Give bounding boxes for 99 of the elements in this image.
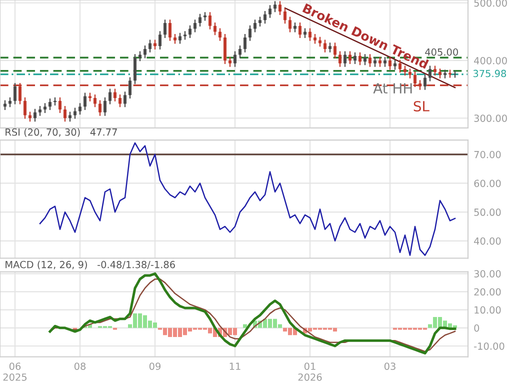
x-tick-label: 11 — [230, 362, 240, 370]
candlestick — [34, 108, 36, 122]
candlestick — [374, 56, 376, 68]
y-tick-label: 20.00 — [474, 288, 501, 296]
candlestick — [4, 100, 6, 111]
annotation: SL — [414, 100, 430, 112]
candlestick — [134, 54, 136, 85]
y-tick-label: 40.00 — [474, 237, 501, 245]
candlestick — [224, 33, 226, 65]
candlestick — [14, 82, 16, 105]
candlestick — [288, 16, 292, 33]
candlestick — [98, 100, 102, 116]
candlestick — [344, 50, 346, 68]
candlestick — [164, 19, 166, 39]
candlestick — [24, 96, 26, 120]
candlestick — [108, 88, 112, 105]
candlestick — [384, 56, 386, 68]
x-tick-label: 08 — [74, 362, 86, 370]
candlestick — [338, 50, 342, 68]
candlestick — [104, 96, 106, 116]
candlestick — [264, 10, 266, 24]
y-tick-label: 10.00 — [474, 306, 501, 314]
y-tick-label: 30.00 — [474, 270, 501, 278]
y-tick-label: 400.00 — [474, 56, 507, 64]
candlestick — [328, 42, 332, 53]
candlestick — [194, 19, 196, 33]
candlestick — [158, 30, 162, 50]
candlestick — [28, 111, 32, 122]
candlestick — [214, 22, 216, 36]
candlestick — [94, 94, 96, 108]
candlestick — [58, 96, 62, 114]
bar — [243, 324, 247, 328]
y-tick-label: -10.00 — [474, 342, 504, 350]
candlestick — [174, 33, 176, 44]
candlestick — [268, 4, 272, 18]
candlestick — [388, 56, 392, 70]
candlestick — [284, 8, 286, 24]
y-tick-label: 50.00 — [474, 208, 501, 216]
candlestick — [144, 44, 146, 59]
candlestick — [218, 28, 222, 42]
candlestick — [348, 50, 352, 65]
x-tick-label: 06 2025 — [3, 362, 27, 381]
y-tick-label: 70.00 — [474, 150, 501, 158]
candlestick — [48, 98, 52, 111]
candlestick — [364, 54, 366, 66]
y-tick-label: 60.00 — [474, 180, 501, 188]
candlestick — [208, 12, 212, 30]
candlestick — [78, 102, 82, 116]
chart-title: RSI (20, 70, 30) 47.77 — [6, 128, 117, 137]
candlestick — [148, 39, 152, 53]
candlestick — [74, 107, 76, 120]
candlestick — [258, 16, 262, 28]
candlestick — [68, 111, 72, 122]
candlestick — [334, 42, 336, 59]
candlestick — [154, 39, 156, 50]
x-tick-label: 09 — [149, 362, 160, 370]
candlestick — [324, 39, 326, 53]
candlestick — [114, 88, 116, 102]
y-tick-label: 0 — [474, 324, 480, 332]
candlestick — [298, 22, 302, 39]
candlestick — [254, 19, 256, 33]
candlestick — [358, 52, 362, 66]
candlestick — [64, 105, 66, 122]
candlestick — [274, 0, 276, 13]
candlestick — [228, 56, 232, 68]
candlestick — [294, 22, 296, 33]
annotation: At HH — [373, 83, 412, 94]
chart-title: MACD (12, 26, 9) -0.48/1.38/-1.86 — [6, 260, 175, 270]
candlestick — [354, 52, 356, 65]
x-tick-label: 03 — [384, 362, 396, 370]
candlestick — [128, 76, 132, 100]
candlestick — [44, 102, 46, 114]
candlestick — [314, 33, 316, 44]
candlestick — [428, 65, 432, 82]
candlestick — [378, 56, 382, 68]
candlestick — [168, 19, 172, 42]
candlestick — [118, 94, 122, 108]
candlestick — [434, 65, 436, 76]
candlestick — [234, 50, 236, 68]
candlestick — [244, 33, 246, 53]
candlestick — [198, 13, 202, 28]
candlestick — [84, 92, 86, 111]
ref-line-label: 375.98 — [473, 70, 506, 78]
candlestick — [138, 50, 142, 62]
candlestick — [278, 0, 282, 16]
candlestick — [368, 54, 372, 68]
candlestick — [124, 91, 126, 108]
candlestick — [178, 32, 182, 44]
x-tick-label: 01 2026 — [298, 362, 322, 381]
line-series — [39, 142, 456, 256]
candlestick — [38, 105, 42, 116]
candlestick — [424, 74, 426, 90]
candlestick — [238, 44, 242, 59]
candlestick — [248, 24, 252, 42]
y-tick-label: 300.00 — [474, 114, 507, 122]
candlestick — [188, 24, 192, 39]
candlestick — [394, 59, 396, 70]
candlestick — [408, 68, 412, 79]
candlestick — [438, 68, 442, 79]
